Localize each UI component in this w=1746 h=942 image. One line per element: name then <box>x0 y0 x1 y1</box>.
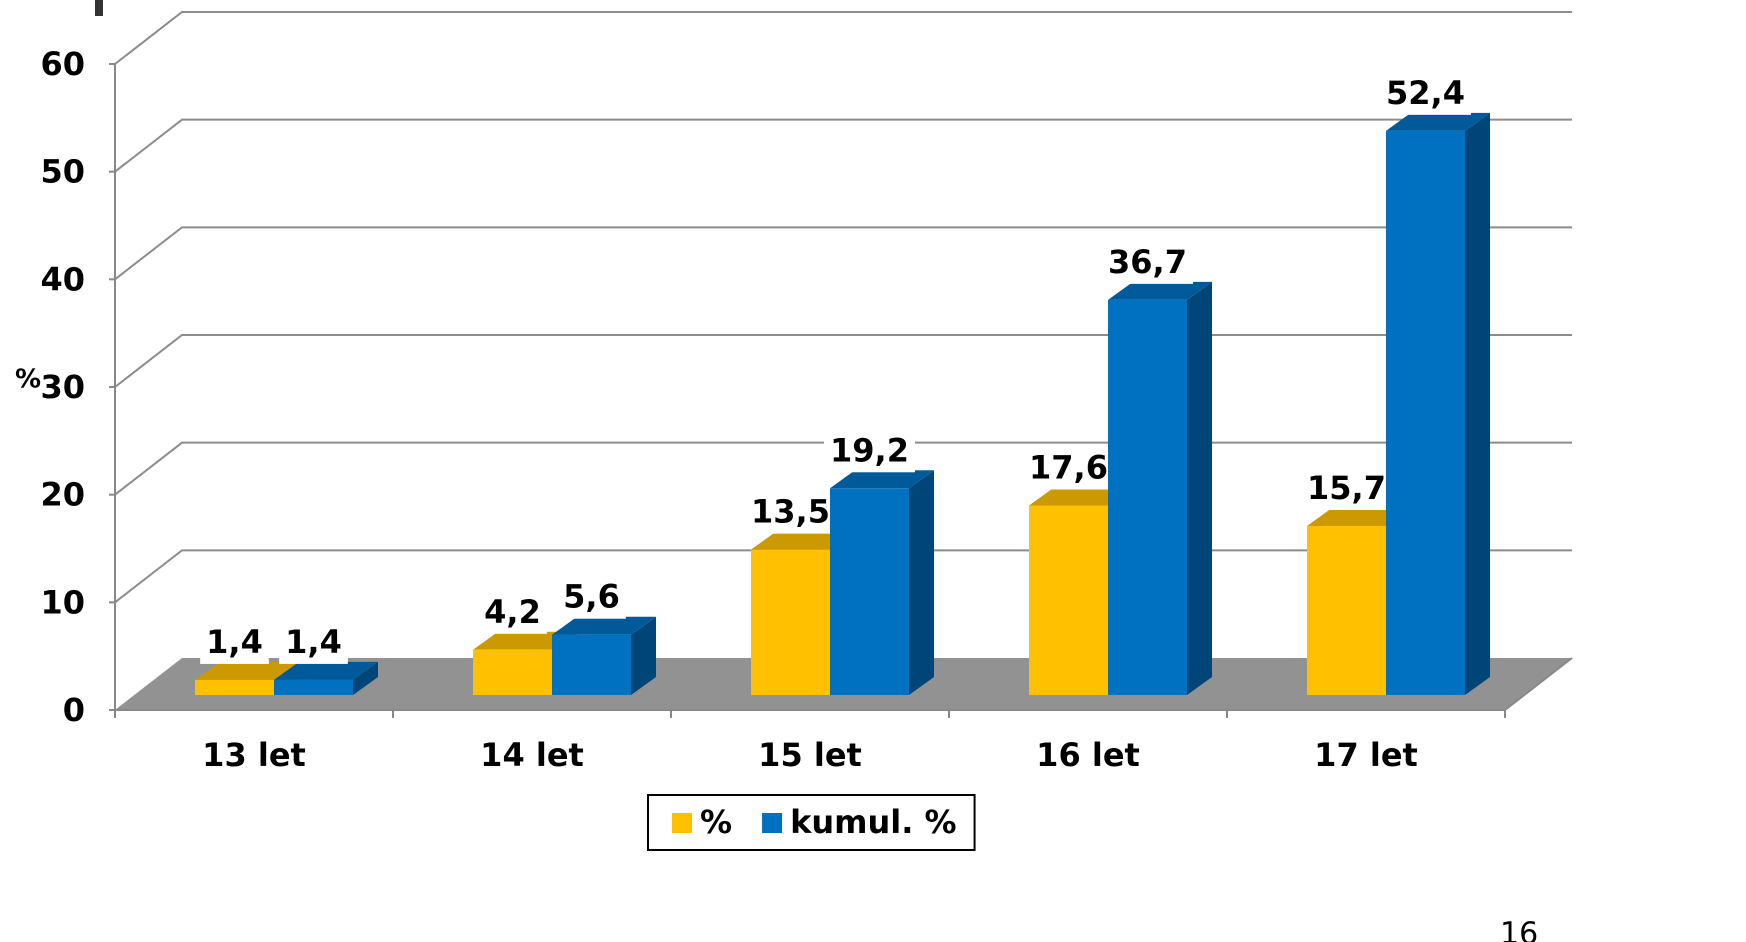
data-label: 17,6 <box>1029 449 1108 487</box>
y-tick-label: 40 <box>40 260 85 298</box>
bar <box>552 634 631 695</box>
bar-side <box>1187 281 1212 695</box>
bar <box>751 549 830 695</box>
bar-top <box>830 470 934 489</box>
legend-label: kumul. % <box>790 803 957 841</box>
legend-label: % <box>700 803 732 841</box>
x-tick-label: 15 let <box>758 736 862 774</box>
bar <box>1108 299 1187 695</box>
y-axis-label: % <box>15 365 41 395</box>
floor-edge <box>1504 657 1573 711</box>
bar-side <box>631 616 656 695</box>
grid-line <box>114 11 1572 65</box>
grid-line <box>114 118 1572 173</box>
legend-swatch <box>762 813 783 833</box>
data-label: 1,4 <box>206 623 263 661</box>
data-label: 15,7 <box>1307 469 1386 507</box>
bar-top <box>552 616 656 635</box>
data-label-bg <box>1102 239 1193 284</box>
bar-top <box>1386 112 1490 131</box>
data-label: 4,2 <box>484 593 541 631</box>
x-tick-label: 13 let <box>202 736 306 774</box>
bar-top <box>1029 487 1133 506</box>
bar-side <box>353 661 378 695</box>
x-tick-label: 16 let <box>1036 736 1140 774</box>
data-label: 1,4 <box>285 623 342 661</box>
data-label: 52,4 <box>1386 74 1465 112</box>
bar-top <box>274 661 378 680</box>
bar-top <box>1307 507 1411 526</box>
data-label: 19,2 <box>830 431 909 469</box>
legend-box <box>647 794 976 851</box>
x-tick-label: 17 let <box>1314 736 1418 774</box>
bar <box>195 679 274 695</box>
grid-line <box>114 226 1572 281</box>
bar <box>473 649 552 695</box>
page-number: 16 <box>1500 917 1538 942</box>
bar-top <box>1108 281 1212 300</box>
decoration <box>95 0 103 16</box>
bar <box>1307 525 1386 695</box>
data-label-bg <box>478 589 547 634</box>
data-label-bg <box>279 619 348 664</box>
bar <box>830 488 909 695</box>
bar-top <box>751 531 855 550</box>
data-label-bg <box>200 619 269 664</box>
bar-side <box>1465 112 1490 696</box>
data-label-bg <box>824 428 915 473</box>
data-label-bg <box>1380 70 1471 115</box>
y-tick-label: 20 <box>40 476 85 514</box>
bar-side <box>909 470 934 695</box>
y-tick-label: 60 <box>40 45 85 83</box>
bar <box>274 679 353 695</box>
legend-swatch <box>672 813 692 833</box>
y-tick-label: 30 <box>40 368 85 406</box>
data-label-bg <box>745 489 836 534</box>
bar <box>1029 505 1108 695</box>
y-tick-label: 0 <box>63 691 85 729</box>
y-tick-label: 50 <box>40 153 85 191</box>
data-label-bg <box>557 574 626 619</box>
bar-top <box>473 631 577 650</box>
x-tick-label: 14 let <box>480 736 584 774</box>
data-label: 36,7 <box>1108 243 1187 281</box>
data-label: 5,6 <box>563 578 620 616</box>
data-label-bg <box>1023 445 1114 490</box>
grid-line <box>114 334 1572 388</box>
y-tick-label: 10 <box>40 583 85 621</box>
data-label: 13,5 <box>751 493 830 531</box>
data-label-bg <box>1301 465 1392 510</box>
legend: % kumul. % <box>647 794 976 851</box>
bar-top <box>195 661 299 680</box>
bar <box>1386 130 1465 695</box>
